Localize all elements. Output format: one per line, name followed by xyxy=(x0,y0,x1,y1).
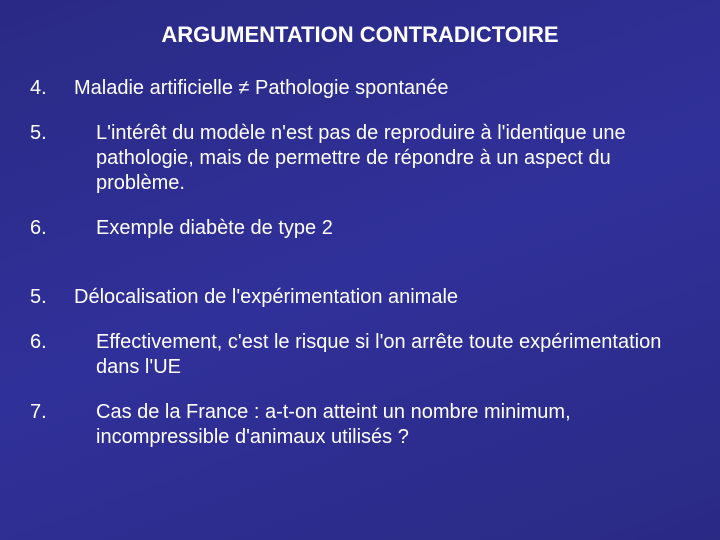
list-item: 7. Cas de la France : a-t-on atteint un … xyxy=(30,400,690,450)
slide: ARGUMENTATION CONTRADICTOIRE 4. Maladie … xyxy=(0,0,720,540)
item-number: 7. xyxy=(30,400,74,425)
item-text: Effectivement, c'est le risque si l'on a… xyxy=(74,330,690,380)
list-item: 5. L'intérêt du modèle n'est pas de repr… xyxy=(30,121,690,196)
slide-title: ARGUMENTATION CONTRADICTOIRE xyxy=(30,22,690,48)
item-number: 5. xyxy=(30,121,74,146)
item-text: Délocalisation de l'expérimentation anim… xyxy=(74,285,690,310)
item-text: Maladie artificielle ≠ Pathologie sponta… xyxy=(74,76,690,101)
item-number: 5. xyxy=(30,285,74,310)
list-item: 5. Délocalisation de l'expérimentation a… xyxy=(30,285,690,310)
item-number: 6. xyxy=(30,330,74,355)
item-text: Exemple diabète de type 2 xyxy=(74,216,690,241)
item-text: L'intérêt du modèle n'est pas de reprodu… xyxy=(74,121,690,196)
spacer xyxy=(30,261,690,285)
list-item: 6. Effectivement, c'est le risque si l'o… xyxy=(30,330,690,380)
item-text: Cas de la France : a-t-on atteint un nom… xyxy=(74,400,690,450)
item-number: 6. xyxy=(30,216,74,241)
item-number: 4. xyxy=(30,76,74,101)
list-item: 4. Maladie artificielle ≠ Pathologie spo… xyxy=(30,76,690,101)
list-item: 6. Exemple diabète de type 2 xyxy=(30,216,690,241)
